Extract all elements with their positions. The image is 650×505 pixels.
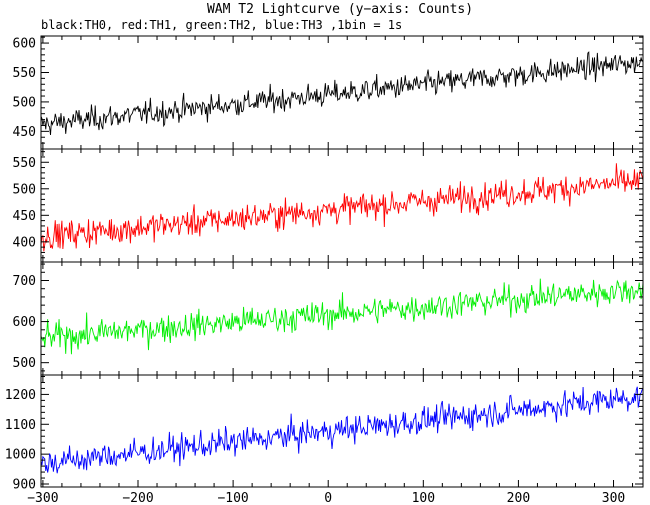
panel-frame [40, 35, 644, 150]
y-tick-label: 900 [13, 478, 36, 493]
x-tick-label: 100 [412, 491, 435, 505]
y-tick-label: 500 [13, 182, 36, 197]
y-tick-label: 500 [13, 356, 36, 371]
panel-th2: 500 600 700 [13, 261, 644, 376]
y-tick-label: 450 [13, 125, 36, 140]
y-tick-label: 1100 [5, 418, 36, 433]
x-tick-label: −200 [122, 491, 153, 505]
x-tick-label: 0 [324, 491, 332, 505]
y-tick-label: 450 [13, 209, 36, 224]
y-tick-label: 400 [13, 235, 36, 250]
y-tick-label: 700 [13, 274, 36, 289]
y-tick-label: 600 [13, 37, 36, 52]
y-tick-label: 1000 [5, 448, 36, 463]
series-line-th3 [41, 386, 643, 474]
panel-th1: 400 450 500 550 [13, 148, 644, 263]
chart-title: WAM T2 Lightcurve (y−axis: Counts) [207, 2, 473, 17]
series-line-th1 [41, 163, 643, 252]
y-tick-label: 550 [13, 66, 36, 81]
y-tick-label: 550 [13, 156, 36, 171]
x-tick-label: 200 [507, 491, 530, 505]
panel-frame [40, 374, 644, 488]
panel-th3: 900 1000 1100 1200 [5, 374, 644, 493]
series-line-th0 [41, 51, 643, 136]
y-tick-label: 1200 [5, 388, 36, 403]
series-line-th2 [41, 278, 643, 355]
y-tick-label: 600 [13, 315, 36, 330]
x-tick-label: 300 [602, 491, 625, 505]
chart-subtitle: black:TH0, red:TH1, green:TH2, blue:TH3 … [41, 18, 402, 32]
x-tick-label: −100 [217, 491, 248, 505]
panel-frame [40, 261, 644, 376]
x-tick-label: −300 [27, 491, 58, 505]
y-tick-label: 500 [13, 95, 36, 110]
panel-th0: 450 500 550 600 [13, 35, 644, 150]
